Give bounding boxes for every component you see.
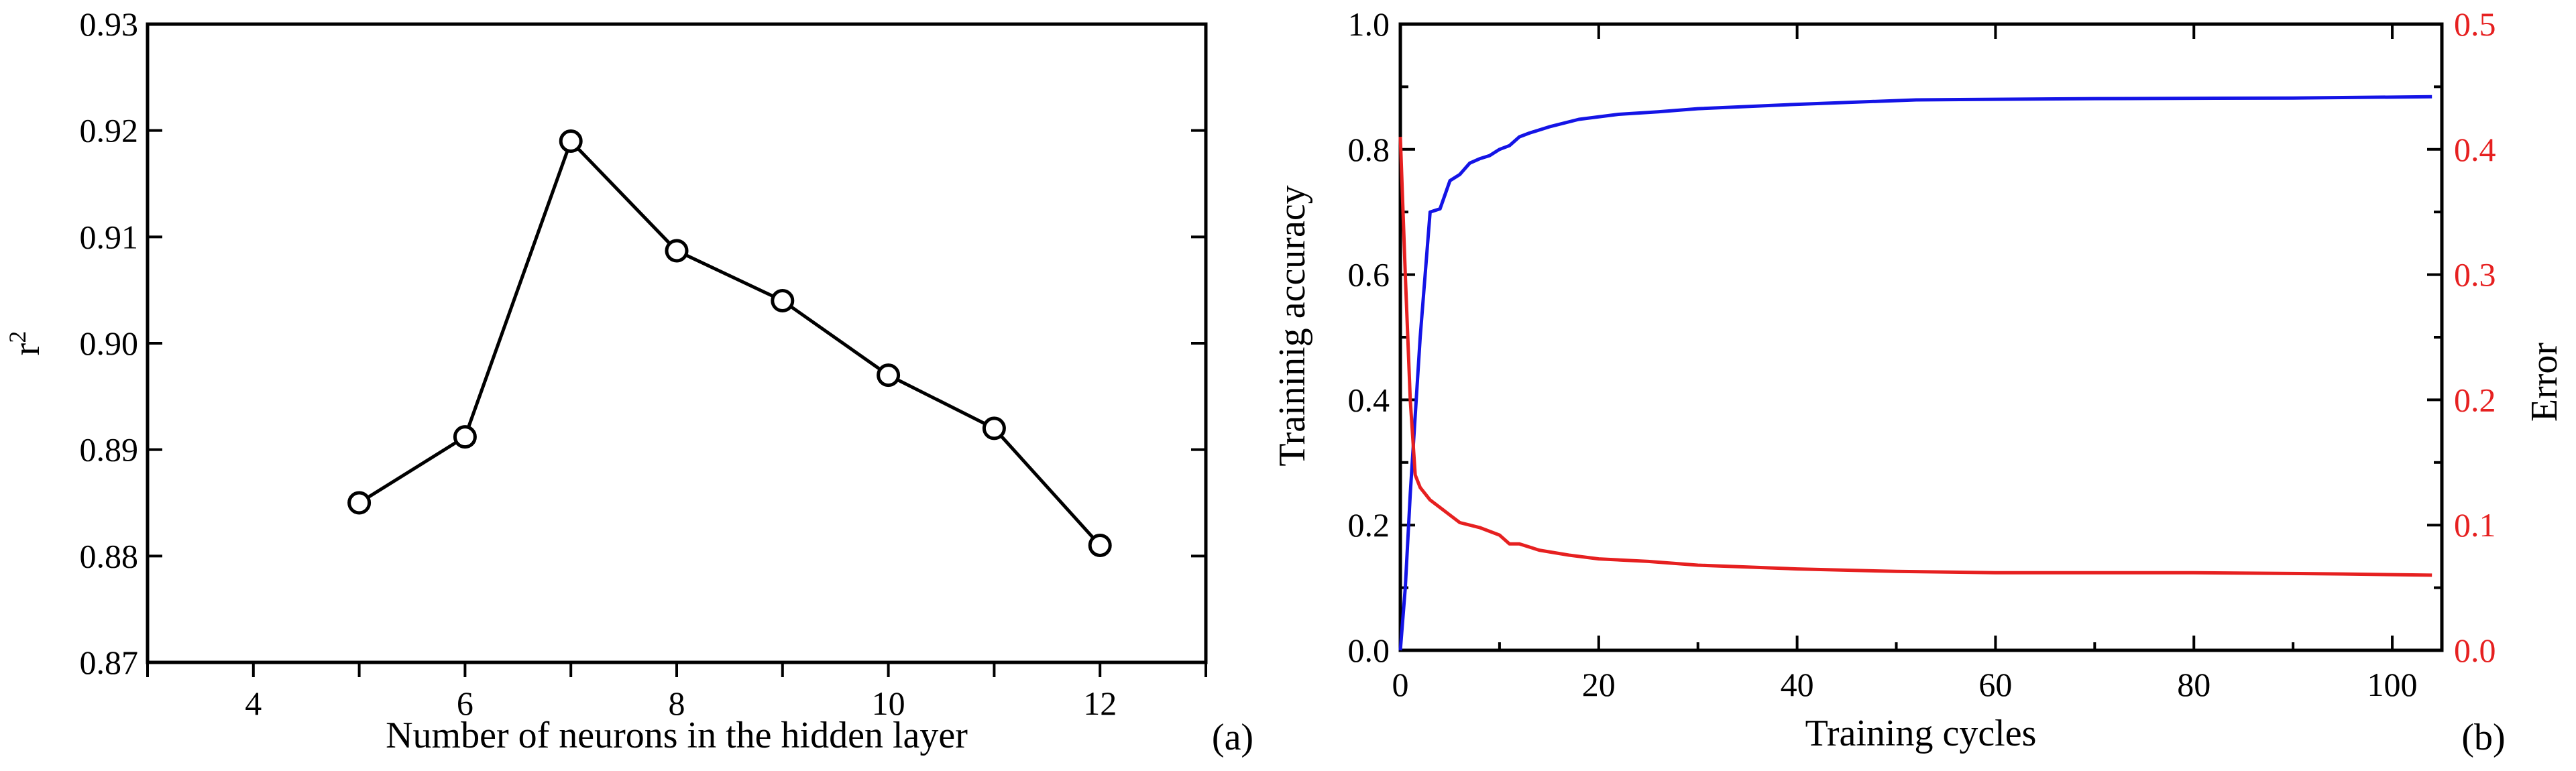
panel-b-right-y-tick-label: 0.1 [2454,506,2496,544]
panel-a-r2-line [358,137,1102,547]
panel-b-left-y-tick-label: 0.0 [1348,632,1390,669]
panel-b-left-y-tick-label: 0.4 [1348,381,1390,418]
panel-b-left-y-tick-label: 0.6 [1348,256,1390,294]
panel-b-x-tick-label: 20 [1582,666,1616,703]
panel-a-y-tick-label: 0.87 [80,644,139,681]
panel-a-data-point [665,239,689,263]
panel-a-y-tick-label: 0.92 [80,112,139,150]
panel-a-data-point [771,289,795,313]
panel-b-left-y-tick-label: 0.2 [1348,506,1390,544]
panel-a-data-point [347,491,372,515]
panel-b-right-axis-title: Error [2524,343,2565,422]
panel-b-right-y-tick-label: 0.0 [2454,632,2496,669]
panel-a-x-tick-label: 12 [1083,685,1117,722]
panel-b-plot-frame [1398,22,2444,652]
panel-a-y-tick-label: 0.91 [80,218,139,255]
panel-b-ticks: 0.0 0.2 0.4 0.6 0.8 1.0 0.0 0.1 0.2 0.3 0.4 0.5 0 20 4… [1348,5,2496,703]
panel-b-left-y-tick-label: 1.0 [1348,5,1390,43]
panel-b-training-chart: 0.0 0.2 0.4 0.6 0.8 1.0 0.0 0.1 0.2 0.3 0.4 0.5 0 20 4… [1272,5,2565,758]
panel-a-y-tick-label: 0.90 [80,324,139,362]
panel-b-x-tick-label: 40 [1781,666,1814,703]
panel-b-label: (b) [2461,717,2505,758]
panel-b-left-axis-title: Traininig accuracy [1272,185,1313,466]
panel-a-y-tick-label: 0.88 [80,537,139,575]
panel-a-label: (a) [1212,717,1253,758]
panel-a-x-tick-label: 10 [872,685,905,722]
panel-a-x-tick-label: 6 [457,685,473,722]
panel-a-y-axis-title: r2 [4,331,48,356]
panel-a-y-axis-title-superscript: 2 [4,331,31,343]
panel-a-data-point [877,363,901,388]
panel-b-right-y-tick-label: 0.3 [2454,256,2496,294]
panel-a-x-axis-title: Number of neurons in the hidden layer [386,715,968,756]
panel-a-data-point [453,425,477,449]
panel-a-y-tick-label: 0.93 [80,5,139,43]
panel-a-x-tick-label: 8 [669,685,685,722]
panel-a-y-tick-label: 0.89 [80,431,139,469]
panel-b-x-axis-title: Training cycles [1805,713,2037,754]
panel-b-series [1398,95,2432,651]
panel-b-x-tick-label: 100 [2367,666,2418,703]
panel-b-right-y-tick-label: 0.4 [2454,131,2496,168]
panel-b-right-y-tick-label: 0.5 [2454,5,2496,43]
panel-a-data-point [559,129,583,154]
panel-a-data-point [982,416,1006,440]
panel-b-error-line [1398,137,2432,577]
panel-b-x-tick-label: 80 [2177,666,2210,703]
panel-a-y-axis-title-base: r [6,343,48,355]
panel-b-right-y-tick-label: 0.2 [2454,381,2496,418]
panel-a-ticks: 0.87 0.88 0.89 0.90 0.91 0.92 0.93 4 6 8 10 12 [80,5,1207,722]
panel-b-x-tick-label: 0 [1392,666,1409,703]
panel-b-accuracy-line [1398,95,2432,651]
panel-b-left-y-tick-label: 0.8 [1348,131,1390,168]
panel-a-r2-chart: 0.87 0.88 0.89 0.90 0.91 0.92 0.93 4 6 8 10 12 Numb… [4,5,1253,758]
panel-b-x-tick-label: 60 [1978,666,2012,703]
panel-a-plot-frame [146,22,1208,664]
panel-a-x-tick-label: 4 [245,685,262,722]
panel-a-series [347,129,1112,557]
panel-a-data-point [1088,533,1112,557]
